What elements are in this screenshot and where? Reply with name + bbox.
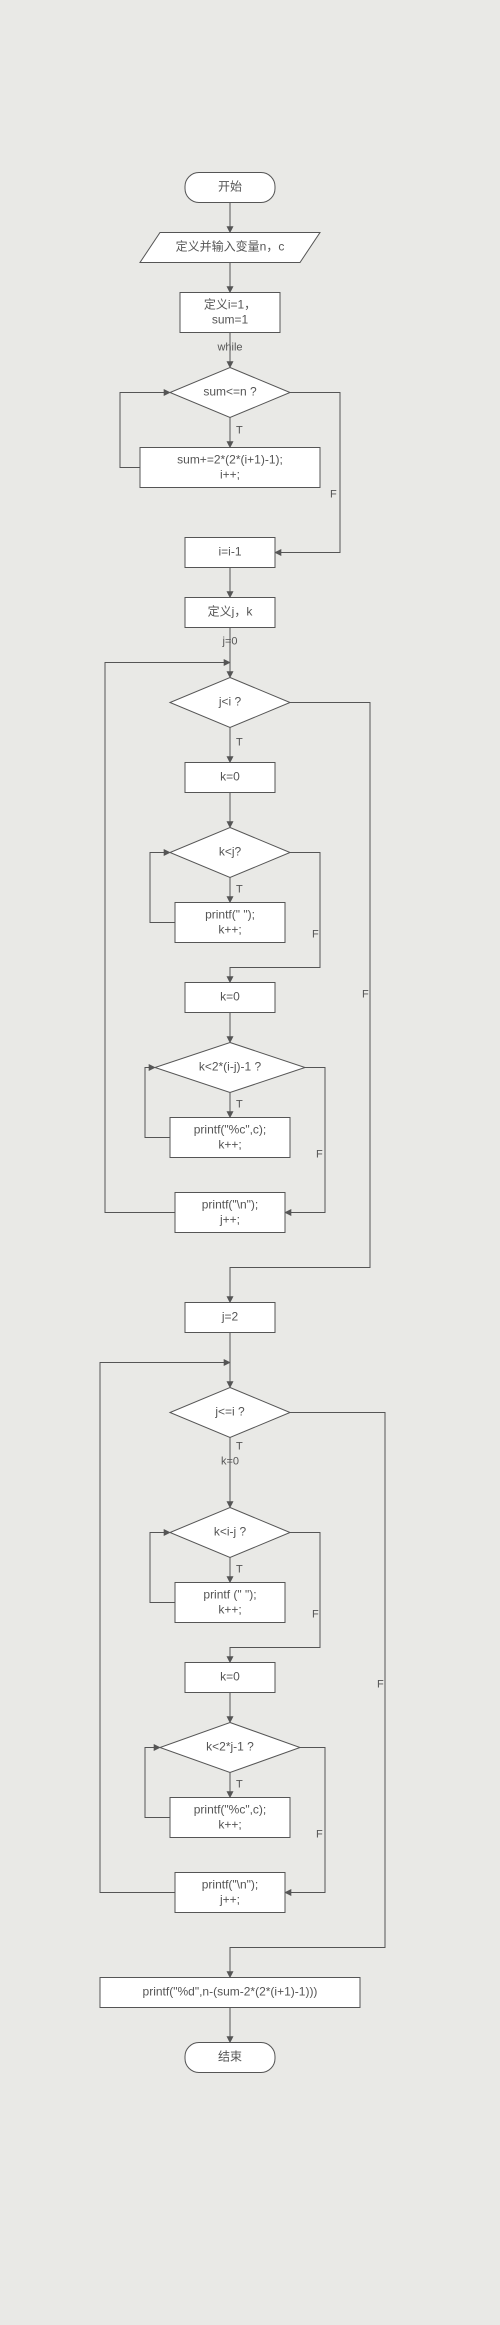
t-label: T xyxy=(236,1441,243,1453)
idec-label: i=i-1 xyxy=(218,545,241,559)
jlt-label: j<i ? xyxy=(218,695,242,709)
edge-loop xyxy=(150,1533,175,1603)
flowchart: 开始 定义并输入变量n，c 定义i=1， sum=1 while sum<=n … xyxy=(0,0,500,2325)
io-label: 定义并输入变量n，c xyxy=(176,239,285,254)
pc1-l2: k++; xyxy=(218,1138,241,1152)
t-label: T xyxy=(236,1099,243,1111)
k0d-label: k=0 xyxy=(220,1670,240,1684)
edge-loop xyxy=(145,1068,170,1138)
pc2-l1: printf("%c",c); xyxy=(194,1803,267,1817)
kltj-label: k<j? xyxy=(219,845,242,859)
f-label: F xyxy=(312,1609,319,1621)
edge-f xyxy=(285,1748,325,1893)
end-label: 结束 xyxy=(218,2050,242,2064)
pspc2-l1: printf (" "); xyxy=(203,1588,256,1602)
f-label: F xyxy=(316,1829,323,1841)
edge-loop xyxy=(145,1748,170,1818)
sumle-label: sum<=n ? xyxy=(203,385,257,399)
kltij-label: k<i-j ? xyxy=(214,1525,247,1539)
defi-l1: 定义i=1， xyxy=(204,297,256,312)
defi-l2: sum=1 xyxy=(212,313,249,327)
edge-loop xyxy=(150,853,175,923)
k0a-label: k=0 xyxy=(220,770,240,784)
t-label: T xyxy=(236,884,243,896)
sumadd-l1: sum+=2*(2*(i+1)-1); xyxy=(177,453,283,467)
defjk-label: 定义j，k xyxy=(208,604,254,619)
pc2-l2: k++; xyxy=(218,1818,241,1832)
k0b-label: k=0 xyxy=(220,990,240,1004)
pspc1-l1: printf(" "); xyxy=(205,908,255,922)
f-label: F xyxy=(362,989,369,1001)
t-label: T xyxy=(236,737,243,749)
pspc1-l2: k++; xyxy=(218,923,241,937)
pn2-l2: j++; xyxy=(219,1893,240,1907)
sumadd-l2: i++; xyxy=(220,468,240,482)
jlei-label: j<=i ? xyxy=(214,1405,245,1419)
pn2-l1: printf("\n"); xyxy=(202,1878,259,1892)
pn1-l2: j++; xyxy=(219,1213,240,1227)
start-label: 开始 xyxy=(218,180,242,194)
f-label: F xyxy=(377,1679,384,1691)
pc1-l1: printf("%c",c); xyxy=(194,1123,267,1137)
klt2ij-label: k<2*(i-j)-1 ? xyxy=(199,1060,262,1074)
edge-f xyxy=(285,1068,325,1213)
klt2j1-label: k<2*j-1 ? xyxy=(206,1740,254,1754)
f-label: F xyxy=(312,929,319,941)
t-label: T xyxy=(236,1779,243,1791)
pfinal-label: printf("%d",n-(sum-2*(2*(i+1)-1))) xyxy=(143,1985,318,1999)
t-label: T xyxy=(236,425,243,437)
pn1-l1: printf("\n"); xyxy=(202,1198,259,1212)
f-label: F xyxy=(316,1149,323,1161)
j2-label: j=2 xyxy=(221,1310,239,1324)
f-label: F xyxy=(330,489,337,501)
pspc2-l2: k++; xyxy=(218,1603,241,1617)
t-label: T xyxy=(236,1564,243,1576)
